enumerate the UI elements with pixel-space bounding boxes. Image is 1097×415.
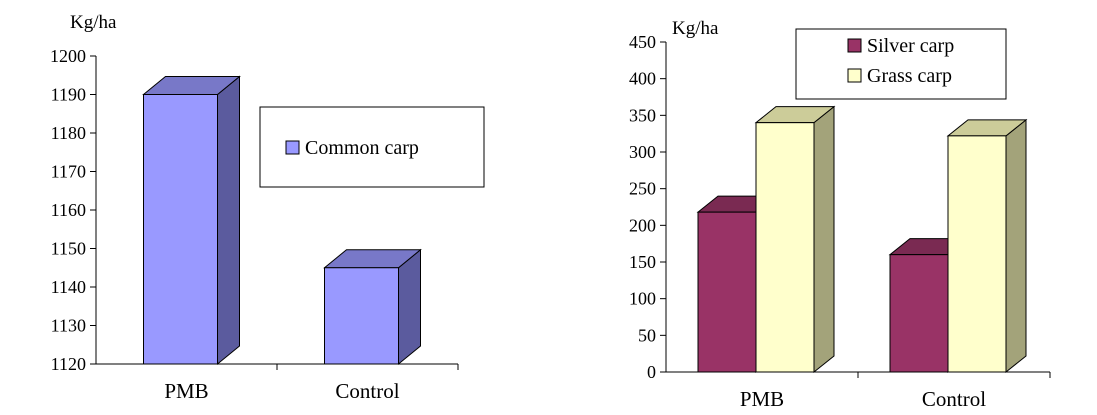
y-tick-label: 50 bbox=[638, 325, 656, 345]
y-tick-label: 1170 bbox=[51, 162, 86, 182]
bar-side bbox=[398, 248, 421, 366]
common-carp-chart: Kg/ha 1120 1130 1140 1150 1160 1170 1180 1190 12… bbox=[50, 12, 485, 403]
bar-side bbox=[217, 75, 240, 366]
y-tick-label: 300 bbox=[629, 142, 656, 162]
y-tick-label: 350 bbox=[629, 105, 656, 125]
y-axis-label: Kg/ha bbox=[70, 12, 117, 33]
y-tick-label: 1190 bbox=[51, 85, 86, 105]
y-tick-label: 400 bbox=[629, 69, 656, 89]
y-tick-label: 200 bbox=[629, 215, 656, 235]
bar-common-carp-control bbox=[323, 248, 422, 366]
axes bbox=[95, 56, 459, 370]
legend-label: Common carp bbox=[305, 137, 419, 159]
y-axis-label: Kg/ha bbox=[672, 18, 719, 39]
y-tick-label: 450 bbox=[629, 32, 656, 52]
bar-front bbox=[697, 211, 757, 373]
axes bbox=[665, 42, 1051, 378]
bar-side bbox=[1005, 118, 1027, 374]
bar-side bbox=[813, 105, 835, 374]
y-tick-label: 1120 bbox=[51, 354, 86, 374]
x-tick-label: Control bbox=[335, 379, 399, 403]
legend-label: Grass carp bbox=[867, 65, 952, 87]
y-tick-label: 150 bbox=[629, 252, 656, 272]
x-axis-categories: PMB Control bbox=[740, 387, 986, 411]
y-tick-label: 1140 bbox=[51, 277, 86, 297]
x-tick-label: PMB bbox=[164, 379, 208, 403]
y-tick-label: 1180 bbox=[51, 123, 86, 143]
y-axis-ticks: 0 50 100 150 200 250 300 350 400 450 bbox=[629, 32, 666, 382]
bar-front bbox=[143, 94, 218, 365]
legend-box bbox=[795, 28, 1007, 100]
legend-swatch bbox=[285, 140, 300, 155]
y-tick-label: 1160 bbox=[51, 200, 86, 220]
y-tick-label: 100 bbox=[629, 289, 656, 309]
x-tick-label: PMB bbox=[740, 387, 784, 411]
y-tick-label: 1150 bbox=[51, 239, 86, 259]
bars bbox=[696, 105, 1028, 374]
bars bbox=[142, 75, 422, 366]
legend: Common carp bbox=[259, 106, 485, 188]
bar-front bbox=[755, 122, 815, 373]
bar-grass-carp-pmb bbox=[754, 105, 836, 374]
y-tick-label: 0 bbox=[647, 362, 656, 382]
x-axis-categories: PMB Control bbox=[164, 379, 399, 403]
legend-swatch bbox=[847, 38, 862, 53]
bar-common-carp-pmb bbox=[142, 75, 241, 366]
bar-grass-carp-control bbox=[946, 118, 1028, 374]
y-axis-ticks: 1120 1130 1140 1150 1160 1170 1180 1190 1200 bbox=[50, 46, 96, 374]
y-tick-label: 1200 bbox=[50, 46, 86, 66]
legend-label: Silver carp bbox=[867, 35, 954, 57]
y-tick-label: 250 bbox=[629, 179, 656, 199]
silver-grass-carp-chart: Kg/ha 0 50 100 150 200 250 300 350 400 450 PMB Con… bbox=[629, 18, 1051, 411]
bar-front bbox=[947, 135, 1007, 373]
legend-swatch bbox=[847, 68, 862, 83]
legend: Silver carp Grass carp bbox=[795, 28, 1007, 100]
bar-front bbox=[889, 254, 949, 373]
x-tick-label: Control bbox=[922, 387, 986, 411]
bar-front bbox=[324, 267, 399, 365]
y-tick-label: 1130 bbox=[51, 316, 86, 336]
